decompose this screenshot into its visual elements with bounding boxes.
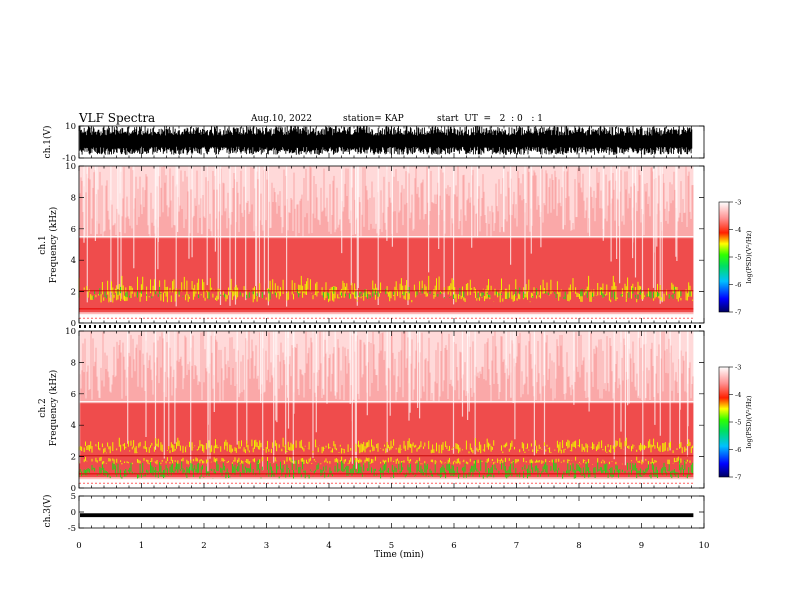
ch1-spec-low-freq-gap: [79, 314, 694, 323]
colorbar-tick-label: -5: [735, 254, 741, 262]
ch1-freq-ylabel-channel: ch.1: [38, 235, 48, 254]
ch2-spec-ytick-label: 2: [71, 453, 76, 463]
ch3-wave-frame-xticks: [78, 496, 705, 528]
ch1-freq-ylabel: Frequency (kHz): [48, 207, 59, 284]
ch3-wave-ylabel: ch.3(V): [42, 495, 53, 528]
ch2-freq-ylabel-channel: ch.2: [38, 398, 48, 417]
x-tick-label: 7: [514, 541, 519, 551]
ch1-wave-ytick-label: 10: [65, 122, 76, 132]
x-tick-label: 4: [326, 541, 331, 551]
start-time-label: start UT = 2 : 0 : 1: [437, 114, 543, 124]
colorbar-tick-label: -6: [735, 281, 741, 289]
ch1-wave-frame-xticks: [78, 126, 705, 158]
colorbar-tick-label: -3: [735, 364, 741, 372]
colorbar-tick-label: -4: [735, 391, 741, 399]
ch2-spec-ytick-label: 10: [65, 327, 76, 337]
ch1-waveform-panel: [79, 126, 693, 155]
colorbar-tick-label: -7: [735, 474, 741, 482]
ch3-wave-ytick-label: 0: [71, 508, 76, 518]
x-tick-label: 9: [639, 541, 644, 551]
ch1-spec-yticks: [79, 165, 704, 324]
colorbar-tick-label: -6: [735, 446, 741, 454]
x-tick-label: 8: [576, 541, 581, 551]
x-tick-label: 0: [76, 541, 81, 551]
colorbar-tick-label: -3: [735, 199, 741, 207]
ch1-spec-ytick-label: 2: [71, 288, 76, 298]
ch1-spec-frame-xticks: [78, 166, 705, 323]
ch2-spec-ytick-label: 0: [71, 484, 76, 494]
x-tick-label: 6: [451, 541, 456, 551]
ch2-spec-frame-xticks: [78, 331, 705, 488]
ch1-wave-ytick-label: -10: [62, 154, 76, 164]
ch1-spec-ytick-label: 6: [71, 225, 76, 235]
colorbar-tick-label: -5: [735, 419, 741, 427]
x-axis-label: Time (min): [374, 549, 424, 560]
ch1-spec-white-streaks: [83, 166, 678, 307]
ch3-waveform-panel: [80, 513, 694, 518]
colorbar-tick-label: -4: [735, 226, 741, 234]
ch2-spec-ytick-label: 4: [71, 421, 76, 431]
ch2-spec-ytick-label: 8: [71, 358, 76, 368]
ch3-wave-ytick-label: 5: [71, 492, 76, 502]
ch2-colorbar-label: log(PSD)(V²/Hz): [745, 395, 753, 448]
colorbar-tick-label: -7: [735, 309, 741, 317]
ch2-spec-white-streaks: [79, 331, 689, 472]
ch1-colorbar-gradient: [718, 201, 730, 313]
station-label: station= KAP: [343, 114, 404, 124]
ch1-wave-yticks: [79, 125, 704, 159]
ch1-spec-ytick-label: 10: [65, 162, 76, 172]
x-tick-label: 1: [139, 541, 144, 551]
ch1-spec-ytick-label: 8: [71, 193, 76, 203]
ch1-wave-ylabel: ch.1(V): [42, 126, 53, 159]
ch1-spec-ytick-label: 0: [71, 319, 76, 329]
ch2-spec-low-freq-gap: [79, 479, 694, 488]
ch2-colorbar-gradient: [718, 366, 730, 478]
ch1-spec-ytick-label: 4: [71, 256, 76, 266]
x-tick-label: 3: [264, 541, 269, 551]
ch2-spectrogram-panel: [78, 331, 694, 488]
date-label: Aug.10, 2022: [251, 114, 312, 124]
ch3-wave-ytick-label: -5: [68, 524, 76, 534]
ch1-colorbar-label: log(PSD)(V²/Hz): [745, 230, 753, 283]
ch1-waveform-line: [79, 126, 693, 155]
ch2-spec-yticks: [79, 330, 704, 489]
ch2-freq-ylabel: Frequency (kHz): [48, 370, 59, 447]
ch3-wave-yticks: [79, 495, 704, 529]
x-tick-label: 10: [699, 541, 710, 551]
x-tick-label: 2: [201, 541, 206, 551]
chart-title: VLF Spectra: [79, 111, 156, 125]
ch2-spec-ytick-label: 6: [71, 390, 76, 400]
ch3-waveform-line: [80, 513, 694, 518]
x-tick-label: 5: [389, 541, 394, 551]
ch1-spectrogram-panel: [78, 166, 694, 323]
